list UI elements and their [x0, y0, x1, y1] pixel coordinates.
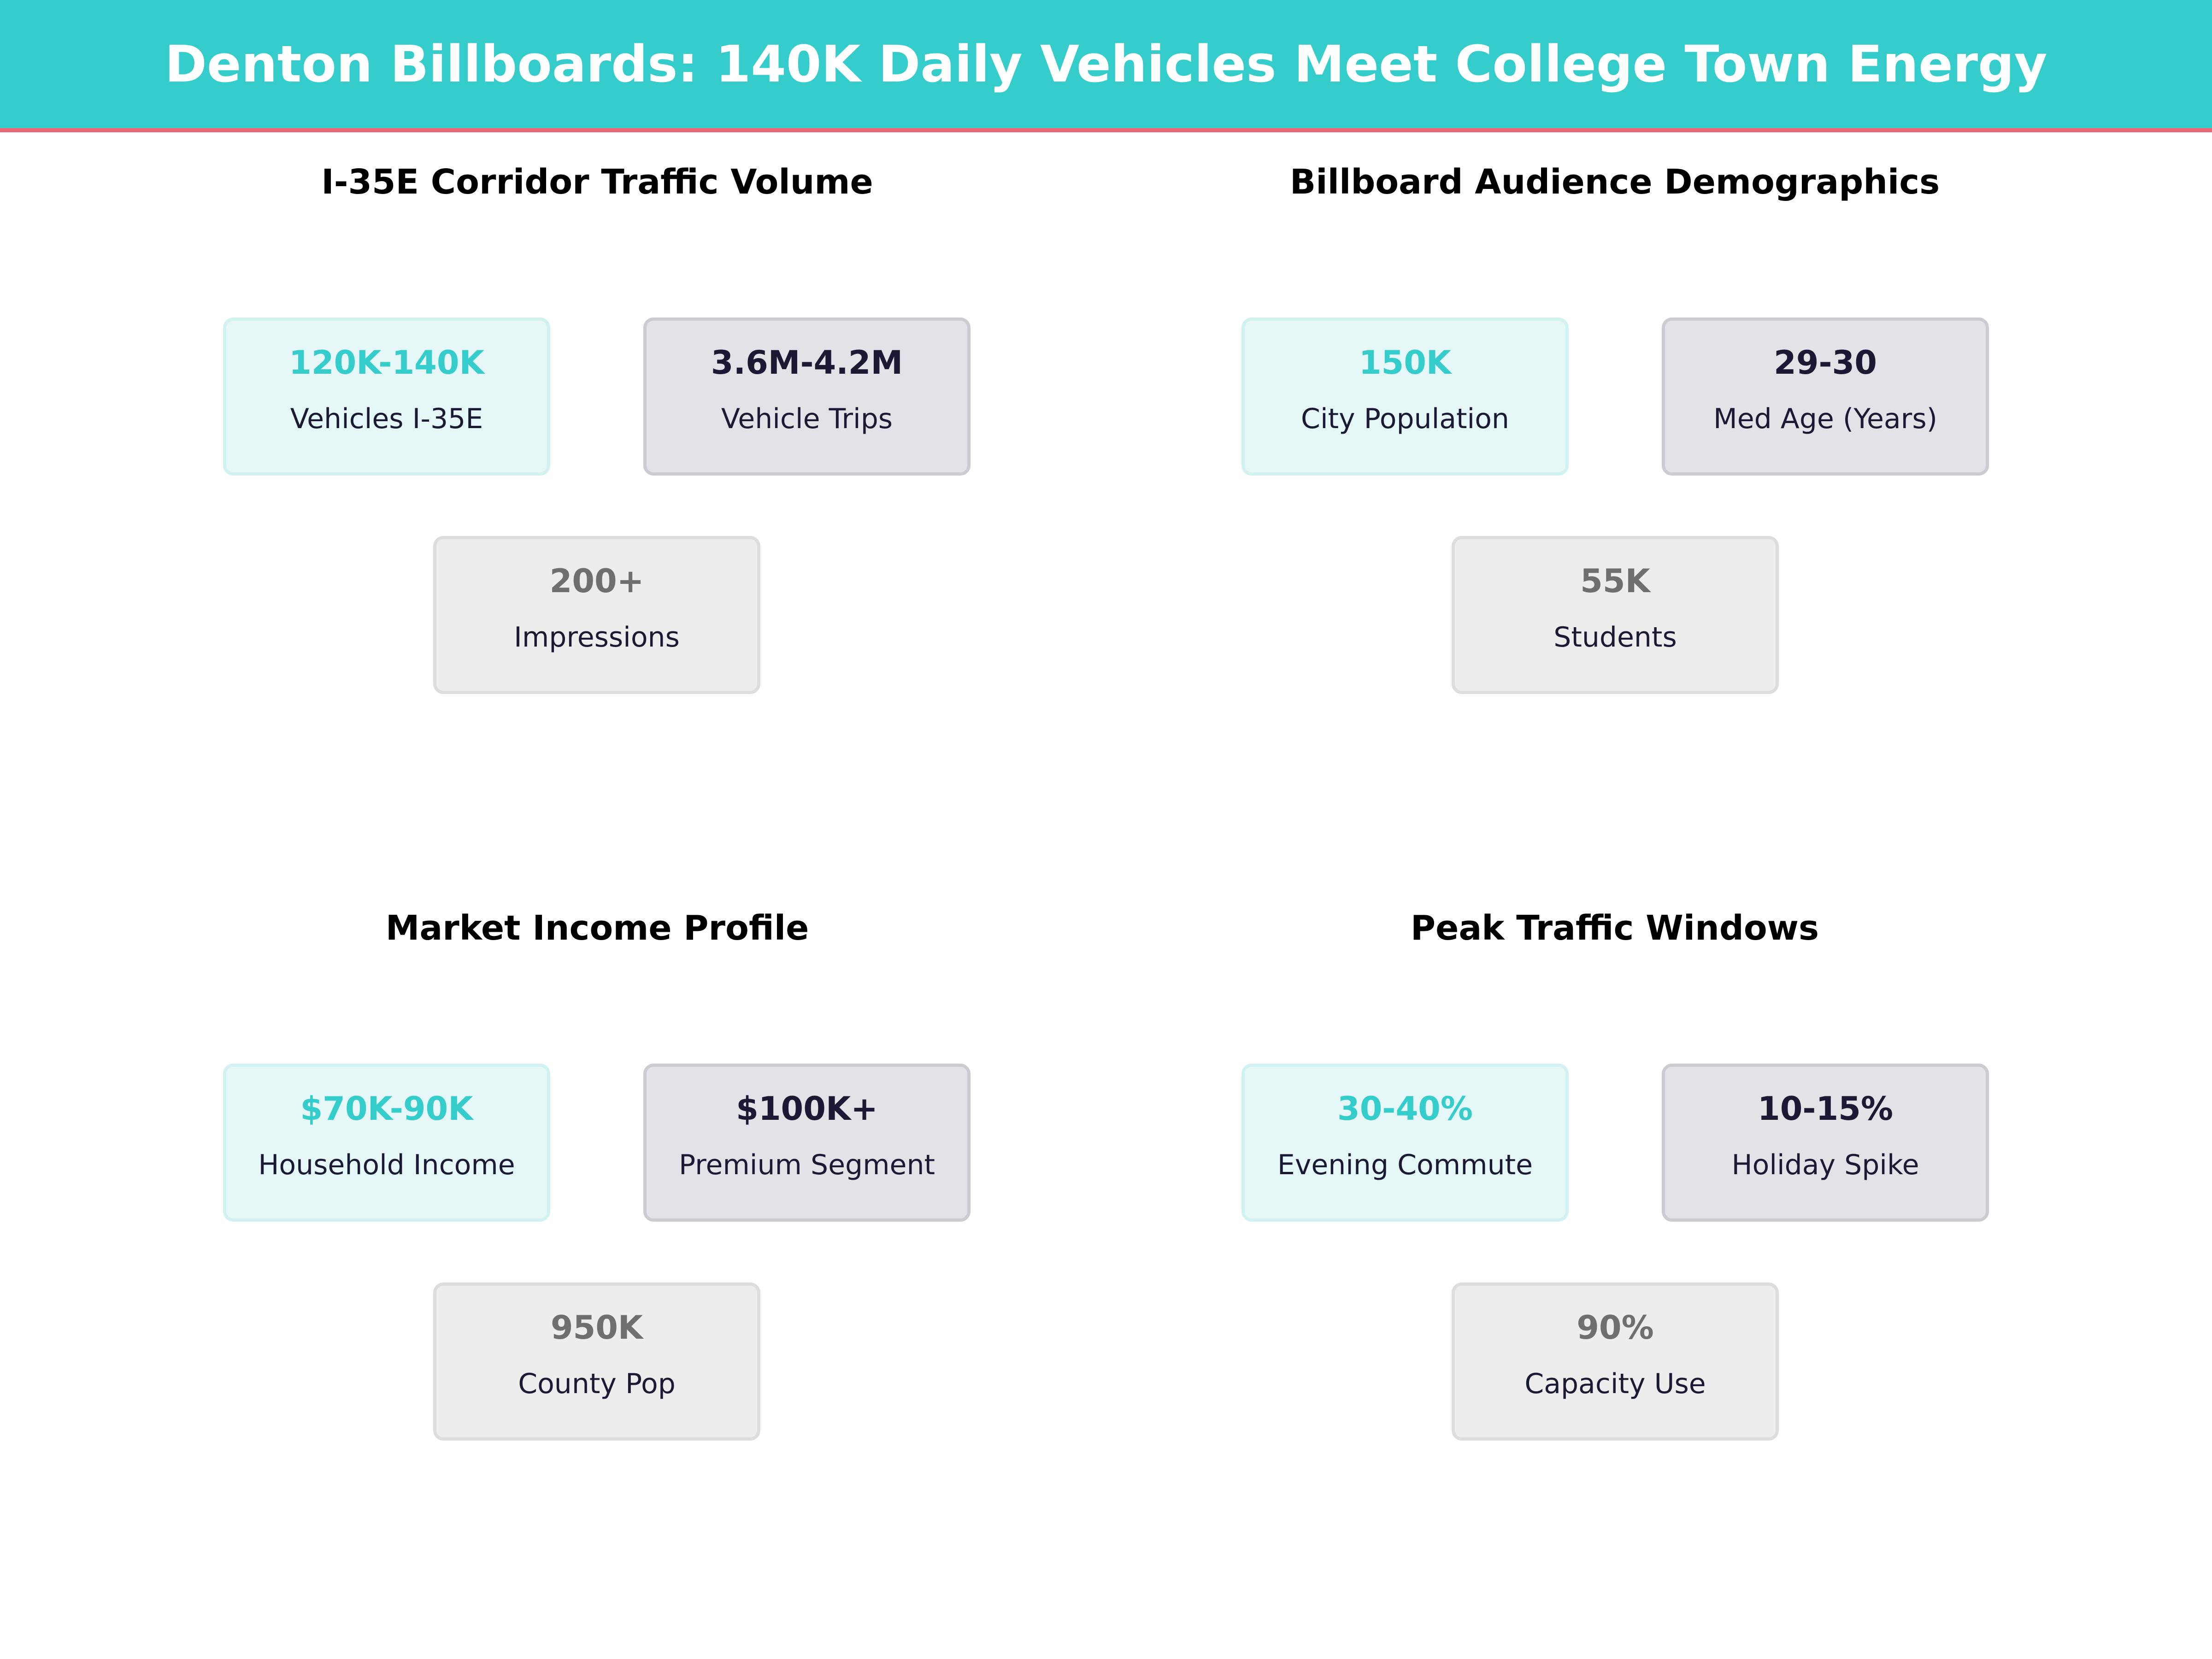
stat-card-county-pop: 950K County Pop	[433, 1282, 760, 1441]
stat-label: Capacity Use	[1524, 1368, 1706, 1400]
stat-label: Students	[1553, 621, 1677, 653]
stat-card-household-income: $70K-90K Household Income	[223, 1064, 550, 1222]
stat-value: 29-30	[1774, 344, 1877, 382]
stat-card-impressions: 200+ Impressions	[433, 536, 760, 694]
header-banner: Denton Billboards: 140K Daily Vehicles M…	[0, 0, 2212, 128]
stat-card-trips: 3.6M-4.2M Vehicle Trips	[643, 318, 971, 476]
panel-title-traffic-volume: I-35E Corridor Traffic Volume	[321, 162, 873, 202]
stat-value: 55K	[1580, 562, 1650, 600]
stat-value: 10-15%	[1757, 1090, 1893, 1128]
panel-title-peak-traffic: Peak Traffic Windows	[1410, 908, 1819, 948]
stat-label: Household Income	[258, 1149, 515, 1181]
stat-card-vehicles: 120K-140K Vehicles I-35E	[223, 318, 550, 476]
stat-label: Vehicles I-35E	[290, 403, 483, 435]
stat-label: Vehicle Trips	[721, 403, 893, 435]
stat-card-evening-commute: 30-40% Evening Commute	[1241, 1064, 1569, 1222]
stat-label: Med Age (Years)	[1713, 403, 1938, 435]
page-title: Denton Billboards: 140K Daily Vehicles M…	[165, 35, 2047, 94]
stat-value: 120K-140K	[289, 344, 484, 382]
stat-value: $70K-90K	[300, 1090, 473, 1128]
stat-value: 200+	[549, 562, 644, 600]
stat-label: County Pop	[518, 1368, 676, 1400]
stat-card-holiday-spike: 10-15% Holiday Spike	[1662, 1064, 1989, 1222]
stat-card-median-age: 29-30 Med Age (Years)	[1662, 318, 1989, 476]
stat-label: Evening Commute	[1277, 1149, 1533, 1181]
stat-card-population: 150K City Population	[1241, 318, 1569, 476]
stat-card-students: 55K Students	[1452, 536, 1779, 694]
panel-title-demographics: Billboard Audience Demographics	[1289, 162, 1940, 202]
panel-title-income: Market Income Profile	[385, 908, 809, 948]
stat-value: 90%	[1577, 1309, 1654, 1347]
stat-label: Premium Segment	[678, 1149, 935, 1181]
stat-value: 150K	[1359, 344, 1452, 382]
stat-card-premium-segment: $100K+ Premium Segment	[643, 1064, 971, 1222]
stat-value: 3.6M-4.2M	[711, 344, 903, 382]
stat-value: $100K+	[736, 1090, 878, 1128]
stat-label: City Population	[1301, 403, 1509, 435]
header-accent-divider	[0, 128, 2212, 132]
stat-label: Impressions	[514, 621, 680, 653]
stat-label: Holiday Spike	[1731, 1149, 1919, 1181]
stat-value: 950K	[550, 1309, 643, 1347]
stat-value: 30-40%	[1337, 1090, 1473, 1128]
stat-card-capacity-use: 90% Capacity Use	[1452, 1282, 1779, 1441]
